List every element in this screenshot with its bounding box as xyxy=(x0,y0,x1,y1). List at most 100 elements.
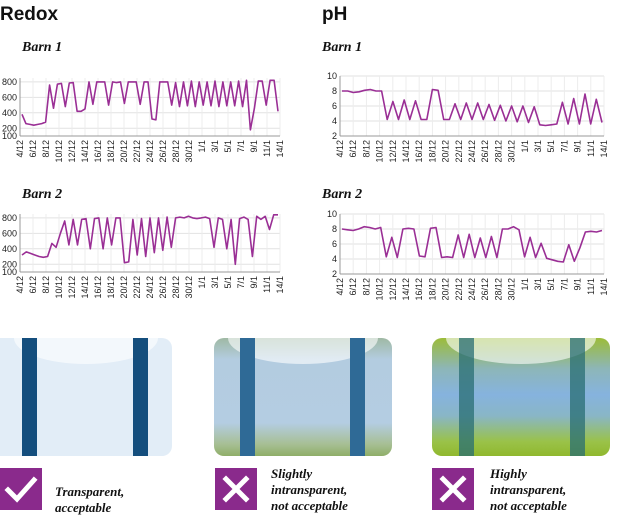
x-tick-label: 4/12 xyxy=(15,276,25,294)
x-tick-label: 26/12 xyxy=(480,140,490,163)
x-tick-label: 20/12 xyxy=(119,140,129,163)
x-tick-label: 28/12 xyxy=(493,140,503,163)
x-tick-label: 16/12 xyxy=(414,278,424,301)
y-tick-label: 2 xyxy=(332,269,337,279)
x-tick-label: 8/12 xyxy=(41,276,51,294)
caption-line: intransparent, xyxy=(271,482,348,497)
x-tick-label: 3/1 xyxy=(533,278,543,291)
x-tick-label: 4/12 xyxy=(335,278,345,296)
ph-barn1-chart: 2 4 6 8 10 4/12 6/12 8/12 10/12 12/12 14/12 16/12 18… xyxy=(327,71,609,163)
x-tick-label: 14/12 xyxy=(80,140,90,163)
panel-stripe xyxy=(570,338,585,456)
x-tick-label: 14/1 xyxy=(275,140,285,158)
ph-heading: pH xyxy=(322,4,348,25)
y-tick-label: 600 xyxy=(2,228,17,238)
caption-highly-intransparent: Highly intransparent, not acceptable xyxy=(490,466,567,514)
x-tick-label: 6/12 xyxy=(348,278,358,296)
badge-slightly-not-acceptable xyxy=(215,468,257,510)
y-tick-label: 800 xyxy=(2,213,17,223)
x-tick-label: 6/12 xyxy=(28,276,38,294)
y-tick-label: 200 xyxy=(2,123,17,133)
ph-barn1-title: Barn 1 xyxy=(322,40,363,55)
x-tick-label: 3/1 xyxy=(210,140,220,153)
redox-barn2-title: Barn 2 xyxy=(22,187,63,202)
panel-stripe xyxy=(240,338,255,456)
x-tick-label: 18/12 xyxy=(106,140,116,163)
x-tick-label: 11/1 xyxy=(262,140,272,157)
badge-highly-not-acceptable xyxy=(432,468,474,510)
x-tick-label: 8/12 xyxy=(41,140,51,158)
x-tick-label: 12/12 xyxy=(67,276,77,299)
x-tick-label: 24/12 xyxy=(145,276,155,299)
x-tick-label: 14/1 xyxy=(599,140,609,158)
x-tick-label: 24/12 xyxy=(467,140,477,163)
series-line xyxy=(341,225,603,263)
y-tick-label: 400 xyxy=(2,244,17,254)
caption-line: Slightly xyxy=(271,466,313,481)
y-tick-label: 400 xyxy=(2,108,17,118)
x-tick-label: 20/12 xyxy=(441,278,451,301)
y-tick-label: 2 xyxy=(332,131,337,141)
panel-stripe xyxy=(350,338,365,456)
y-tick-label: 6 xyxy=(332,239,337,249)
x-tick-label: 8/12 xyxy=(361,278,371,296)
cross-icon xyxy=(222,475,250,503)
x-tick-label: 14/12 xyxy=(80,276,90,299)
sample-panel-transparent xyxy=(0,338,172,456)
y-tick-label: 10 xyxy=(327,71,337,81)
x-tick-label: 9/1 xyxy=(573,278,583,291)
x-tick-label: 22/12 xyxy=(454,140,464,163)
badge-acceptable xyxy=(0,468,42,510)
cross-icon xyxy=(439,475,467,503)
x-tick-label: 3/1 xyxy=(533,140,543,153)
x-tick-label: 14/12 xyxy=(401,278,411,301)
x-tick-label: 6/12 xyxy=(348,140,358,158)
x-tick-label: 3/1 xyxy=(210,276,220,289)
caption-slightly-intransparent: Slightly intransparent, not acceptable xyxy=(271,466,348,514)
x-tick-label: 5/1 xyxy=(223,140,233,153)
x-tick-label: 12/12 xyxy=(67,140,77,163)
x-tick-label: 10/12 xyxy=(54,276,64,299)
x-tick-label: 26/12 xyxy=(480,278,490,301)
x-tick-label: 5/1 xyxy=(546,140,556,153)
check-icon xyxy=(4,476,38,503)
x-tick-label: 22/12 xyxy=(132,276,142,299)
x-tick-label: 1/1 xyxy=(520,278,530,291)
x-tick-label: 16/12 xyxy=(93,276,103,299)
x-tick-label: 26/12 xyxy=(158,276,168,299)
x-tick-label: 4/12 xyxy=(15,140,25,158)
x-tick-label: 18/12 xyxy=(427,140,437,163)
x-tick-label: 7/1 xyxy=(559,140,569,153)
y-tick-label: 4 xyxy=(332,254,337,264)
x-tick-label: 1/1 xyxy=(197,140,207,153)
x-tick-label: 7/1 xyxy=(559,278,569,291)
series-line xyxy=(21,79,279,131)
x-tick-label: 24/12 xyxy=(145,140,155,163)
x-tick-label: 10/12 xyxy=(54,140,64,163)
x-tick-label: 16/12 xyxy=(414,140,424,163)
y-tick-label: 600 xyxy=(2,92,17,102)
y-tick-label: 6 xyxy=(332,101,337,111)
x-tick-label: 10/12 xyxy=(375,140,385,163)
sample-panel-slightly-intransparent xyxy=(214,338,392,456)
ph-barn2-chart: 2 4 6 8 10 4/12 6/12 8/12 10/12 12/12 14/12 16/12 18… xyxy=(327,209,609,301)
panel-stripe xyxy=(459,338,474,456)
x-tick-label: 14/12 xyxy=(401,140,411,163)
redox-barn1-title: Barn 1 xyxy=(22,40,63,55)
x-tick-label: 4/12 xyxy=(335,140,345,158)
x-tick-label: 10/12 xyxy=(375,278,385,301)
x-tick-label: 18/12 xyxy=(106,276,116,299)
x-tick-label: 11/1 xyxy=(586,140,596,157)
x-tick-label: 28/12 xyxy=(171,276,181,299)
y-tick-label: 10 xyxy=(327,209,337,219)
y-tick-label: 800 xyxy=(2,77,17,87)
series-line xyxy=(342,88,603,127)
x-tick-label: 8/12 xyxy=(361,140,371,158)
x-tick-label: 16/12 xyxy=(93,140,103,163)
x-tick-label: 7/1 xyxy=(236,276,246,289)
x-tick-label: 7/1 xyxy=(236,140,246,153)
x-tick-label: 11/1 xyxy=(262,276,272,293)
x-tick-label: 28/12 xyxy=(493,278,503,301)
